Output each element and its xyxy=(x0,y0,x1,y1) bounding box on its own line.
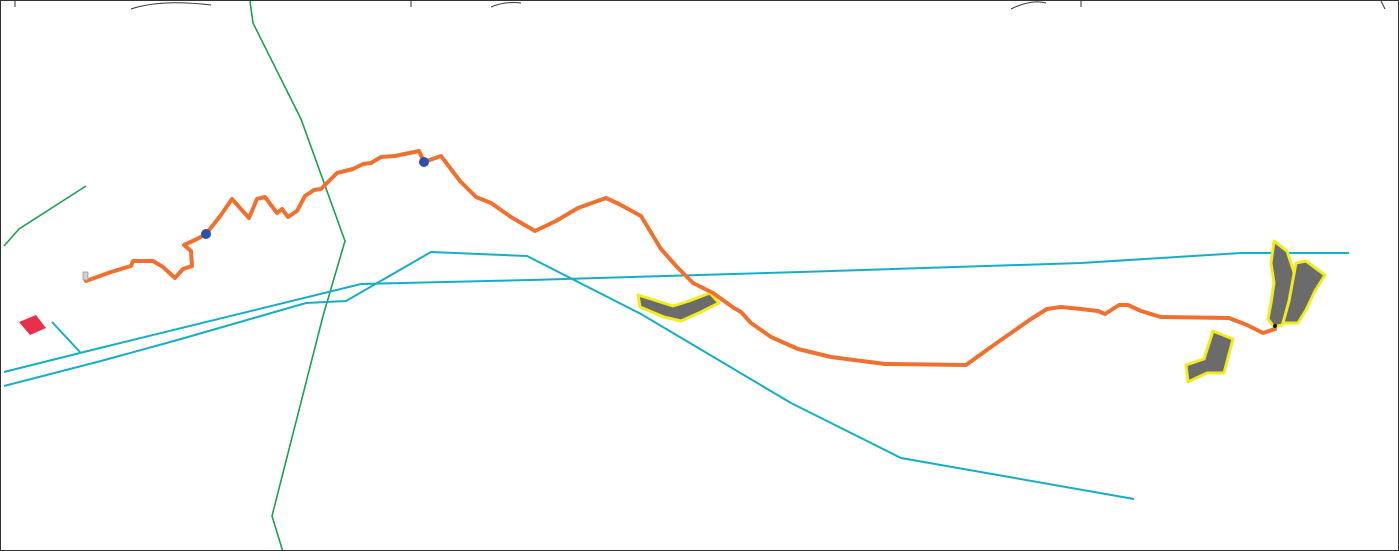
waypoint-marker-icon[interactable] xyxy=(419,157,429,167)
waypoint-marker-icon[interactable] xyxy=(201,229,211,239)
building-icon xyxy=(19,315,46,335)
green-trail-west xyxy=(3,185,87,247)
start-marker-icon[interactable] xyxy=(82,271,89,281)
top-edge-fragments xyxy=(14,1,1386,10)
cyan-trail-lower xyxy=(3,250,1135,500)
protected-area-east-strip xyxy=(1281,259,1327,325)
route-line[interactable] xyxy=(84,149,1277,367)
green-trail-main xyxy=(249,1,346,550)
protected-area-center xyxy=(636,291,721,323)
cyan-trails xyxy=(3,250,1349,500)
green-trails xyxy=(3,1,346,550)
protected-areas xyxy=(636,239,1327,384)
waypoints[interactable] xyxy=(201,157,1277,328)
route-end-marker-icon[interactable] xyxy=(1273,324,1277,328)
protected-area-east-south xyxy=(1184,329,1235,384)
cyan-trail-long xyxy=(3,252,1349,373)
cyan-trail-spur xyxy=(51,321,81,353)
